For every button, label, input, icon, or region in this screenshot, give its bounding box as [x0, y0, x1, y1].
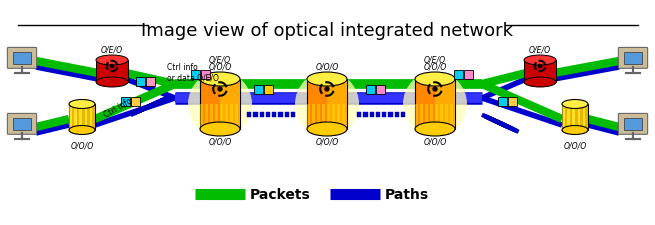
Bar — [570, 105, 572, 130]
Bar — [583, 105, 586, 130]
Ellipse shape — [96, 78, 128, 88]
Bar — [235, 105, 238, 129]
Text: O/E/O: O/E/O — [101, 45, 123, 54]
Bar — [578, 105, 580, 130]
Bar — [220, 105, 223, 129]
Bar — [450, 105, 453, 129]
Bar — [121, 97, 130, 106]
Bar — [382, 112, 386, 117]
Bar — [327, 105, 329, 129]
Bar — [332, 105, 335, 129]
Bar — [205, 105, 208, 129]
Bar — [484, 115, 506, 128]
Bar — [487, 116, 508, 129]
Polygon shape — [562, 105, 588, 130]
Polygon shape — [220, 80, 240, 129]
Bar — [92, 105, 95, 130]
Bar — [498, 121, 519, 134]
Bar — [495, 120, 517, 133]
Bar — [253, 85, 263, 94]
Bar — [74, 105, 77, 130]
Bar — [365, 85, 375, 94]
Text: O/O/O: O/O/O — [208, 62, 232, 71]
Bar — [624, 52, 643, 65]
Ellipse shape — [307, 73, 347, 87]
Polygon shape — [69, 105, 95, 130]
Bar — [225, 105, 227, 129]
Text: O/O/O: O/O/O — [423, 62, 447, 71]
Ellipse shape — [69, 126, 95, 135]
Text: Ctrl info: Ctrl info — [103, 97, 134, 120]
Bar — [567, 105, 570, 130]
Bar — [420, 105, 422, 129]
Bar — [565, 105, 567, 130]
Bar — [12, 118, 31, 130]
Bar — [253, 112, 257, 117]
Bar — [272, 112, 276, 117]
Polygon shape — [200, 80, 240, 129]
Bar — [263, 85, 272, 94]
Bar — [84, 105, 87, 130]
Text: O/O/O: O/O/O — [315, 62, 339, 71]
Bar — [191, 70, 200, 79]
Bar — [133, 103, 155, 116]
Bar — [284, 112, 289, 117]
Bar — [87, 105, 90, 130]
Bar — [143, 98, 165, 111]
Bar — [312, 105, 314, 129]
Bar — [364, 112, 367, 117]
Bar — [337, 105, 339, 129]
Ellipse shape — [524, 78, 556, 88]
Circle shape — [433, 88, 437, 92]
Text: Ctrl info
or data O/E/O: Ctrl info or data O/E/O — [167, 63, 219, 82]
Text: Packets: Packets — [250, 187, 310, 201]
Text: O/E/O: O/E/O — [424, 56, 446, 65]
Bar — [259, 112, 264, 117]
Bar — [492, 119, 514, 131]
Bar — [394, 112, 399, 117]
Bar — [247, 112, 252, 117]
Bar — [200, 70, 210, 79]
Bar — [376, 112, 380, 117]
Polygon shape — [96, 61, 128, 83]
Bar — [624, 118, 643, 130]
Polygon shape — [327, 80, 347, 129]
Bar — [136, 102, 157, 115]
Bar — [435, 105, 438, 129]
Ellipse shape — [415, 73, 455, 87]
FancyBboxPatch shape — [618, 48, 648, 69]
Ellipse shape — [188, 72, 252, 137]
FancyBboxPatch shape — [7, 114, 37, 135]
Bar — [138, 100, 160, 113]
Bar — [481, 113, 503, 126]
Bar — [230, 105, 233, 129]
Bar — [136, 77, 145, 86]
Bar — [388, 112, 392, 117]
Bar — [375, 85, 384, 94]
Bar — [562, 105, 565, 130]
Bar — [580, 105, 583, 130]
Bar — [430, 105, 432, 129]
Ellipse shape — [69, 100, 95, 109]
Circle shape — [111, 65, 113, 68]
Bar — [215, 105, 217, 129]
Ellipse shape — [524, 56, 556, 66]
Bar — [342, 105, 345, 129]
Bar — [77, 105, 79, 130]
Ellipse shape — [307, 122, 347, 136]
Bar — [82, 105, 84, 130]
Bar — [440, 105, 443, 129]
Ellipse shape — [415, 122, 455, 136]
Bar — [489, 117, 511, 130]
Bar — [266, 112, 270, 117]
FancyBboxPatch shape — [7, 48, 37, 69]
Bar — [317, 105, 320, 129]
Text: O/O/O: O/O/O — [423, 137, 447, 146]
Text: O/O/O: O/O/O — [70, 141, 94, 150]
Bar — [146, 97, 168, 110]
Bar — [200, 105, 202, 129]
Bar — [291, 112, 295, 117]
Bar — [278, 112, 282, 117]
Ellipse shape — [562, 100, 588, 109]
